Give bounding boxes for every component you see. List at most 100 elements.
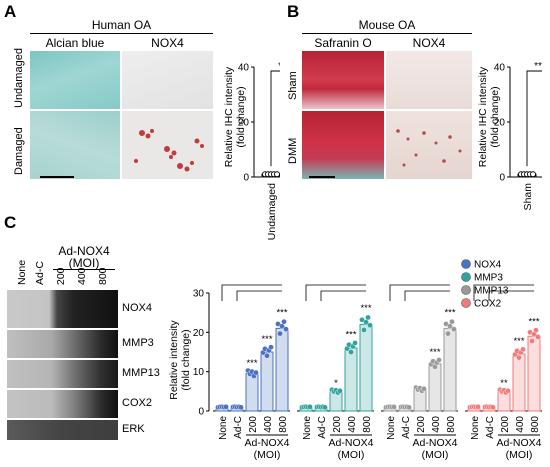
- c-group-sublabel: (MOI): [254, 449, 281, 461]
- panel-a-row-label-damaged: Damaged: [13, 127, 25, 175]
- c-xtick-label: 400: [347, 416, 358, 433]
- nox4-dmm-stain-dots: [396, 129, 462, 167]
- c-sig-label: ***: [345, 330, 356, 341]
- a-point: [274, 171, 280, 178]
- legend-marker-cox2: [461, 298, 471, 308]
- b-point: [530, 171, 536, 178]
- c-point-nox4: [283, 326, 289, 332]
- panel-a-ylabel-2: (fold change): [235, 86, 247, 147]
- panel-b-header-line: [302, 33, 472, 34]
- c-xtick-label: 800: [278, 416, 289, 433]
- c-point-nox4: [264, 352, 270, 359]
- c-xtick-label: None: [302, 416, 313, 440]
- c-sig-label: ***: [261, 334, 272, 345]
- c-xtick-label: 200: [500, 416, 511, 433]
- c-point-mmp3: [363, 319, 369, 325]
- c-bar-mmp3: [359, 323, 373, 412]
- c-bar-nox4: [245, 373, 259, 412]
- blot-label-mmp3: MMP3: [122, 337, 154, 349]
- c-compare-bracket: [389, 284, 450, 301]
- c-point-mmp13: [445, 330, 451, 337]
- c-point-mmp3: [307, 404, 313, 410]
- c-ytick-label: 30: [193, 289, 205, 300]
- blot-treatment-label: Ad-NOX4: [58, 244, 110, 258]
- c-sig-label: ***: [429, 347, 440, 358]
- c-point-cox2: [520, 346, 526, 353]
- c-point-nox4: [281, 318, 287, 325]
- lane-label-800: 800: [97, 267, 109, 285]
- c-point-mmp13: [406, 404, 412, 411]
- c-compare-bracket: [473, 284, 534, 301]
- b-ytick-label: 40: [494, 63, 506, 74]
- panel-letter-b: B: [287, 2, 300, 21]
- c-group-label: Ad-NOX4: [245, 437, 290, 449]
- c-point-cox2: [533, 327, 539, 334]
- c-point-mmp3: [367, 322, 373, 329]
- blot-label-mmp13: MMP13: [122, 367, 160, 379]
- b-ytick-label: 20: [494, 118, 506, 129]
- c-point-mmp13: [421, 385, 427, 392]
- nox4-sham-image: [386, 51, 472, 109]
- c-group-sublabel: (MOI): [506, 449, 533, 461]
- c-point-cox2: [490, 404, 496, 411]
- c-group-sublabel: (MOI): [338, 449, 365, 461]
- c-ytick-label: 10: [193, 367, 205, 378]
- c-point-mmp3: [322, 404, 328, 411]
- c-sig-label: ***: [360, 303, 371, 314]
- blot-erk: [7, 420, 118, 440]
- c-xtick-label: None: [470, 416, 481, 440]
- c-point-cox2: [516, 354, 522, 361]
- b-xtick-label: Sham: [522, 183, 534, 211]
- c-ytick-label: 20: [193, 328, 205, 339]
- panel-a-chart: Relative IHC intensity (fold change) 0 20…: [223, 61, 280, 240]
- panel-b-plot: 02040ShamDMM***: [494, 61, 542, 210]
- c-sig-label: ***: [528, 316, 539, 327]
- c-point-nox4: [238, 404, 244, 411]
- panel-a-ylabel-1: Relative IHC intensity: [223, 66, 235, 167]
- a-ytick-label: 0: [243, 173, 249, 184]
- panel-a-col-label-1: Alcian blue: [45, 36, 105, 50]
- c-bar-mmp13: [443, 327, 457, 412]
- panel-a-plot: 02040UndamagedDamaged***: [238, 61, 280, 240]
- a-xtick-label: Undamaged: [266, 183, 278, 240]
- c-xtick-label: None: [386, 416, 397, 440]
- b-ytick-label: 0: [499, 173, 505, 184]
- panel-c-ylabel-2: (fold change): [180, 329, 192, 390]
- c-xtick-label: 200: [248, 416, 259, 433]
- c-point-mmp3: [348, 349, 354, 355]
- panel-b-col-label-1: Safranin O: [314, 36, 372, 50]
- legend-label-nox4: NOX4: [474, 260, 502, 271]
- c-sig-label: ***: [246, 358, 257, 369]
- c-sig-label: **: [500, 378, 508, 389]
- panel-a-group-title: Human OA: [91, 18, 152, 32]
- blot-nox4: [7, 290, 118, 328]
- panel-b-col-label-2: NOX4: [412, 36, 446, 50]
- c-point-mmp13: [451, 326, 457, 332]
- legend-marker-mmp13: [461, 285, 471, 295]
- panel-a-header-line: [30, 33, 213, 34]
- lane-label-none: None: [16, 259, 28, 285]
- legend-marker-mmp3: [461, 272, 471, 282]
- nox4-damaged-image: [122, 111, 213, 179]
- panel-letter-a: A: [4, 2, 17, 21]
- alcian-blue-undamaged-image: [30, 51, 120, 109]
- c-point-mmp13: [449, 318, 455, 325]
- legend-marker-nox4: [461, 259, 471, 269]
- safranin-o-dmm-image: [302, 111, 384, 179]
- c-xtick-label: 800: [446, 416, 457, 433]
- lane-label-ad-c: Ad-C: [34, 261, 46, 285]
- c-sig-label: ***: [444, 307, 455, 318]
- c-xtick-label: Ad-C: [317, 416, 328, 439]
- c-group-sublabel: (MOI): [422, 449, 449, 461]
- safranin-o-sham-image: [302, 51, 384, 109]
- c-point-nox4: [268, 344, 274, 351]
- c-sig-label: ***: [513, 336, 524, 347]
- alcian-blue-damaged-image: [30, 111, 120, 179]
- panel-b-row-label-dmm: DMM: [287, 137, 299, 164]
- lane-label-200: 200: [55, 267, 67, 285]
- panel-b-ylabel-1: Relative IHC intensity: [477, 66, 489, 167]
- c-xtick-label: 400: [431, 416, 442, 433]
- c-sig-label: *: [334, 378, 338, 389]
- c-bar-cox2: [512, 353, 526, 412]
